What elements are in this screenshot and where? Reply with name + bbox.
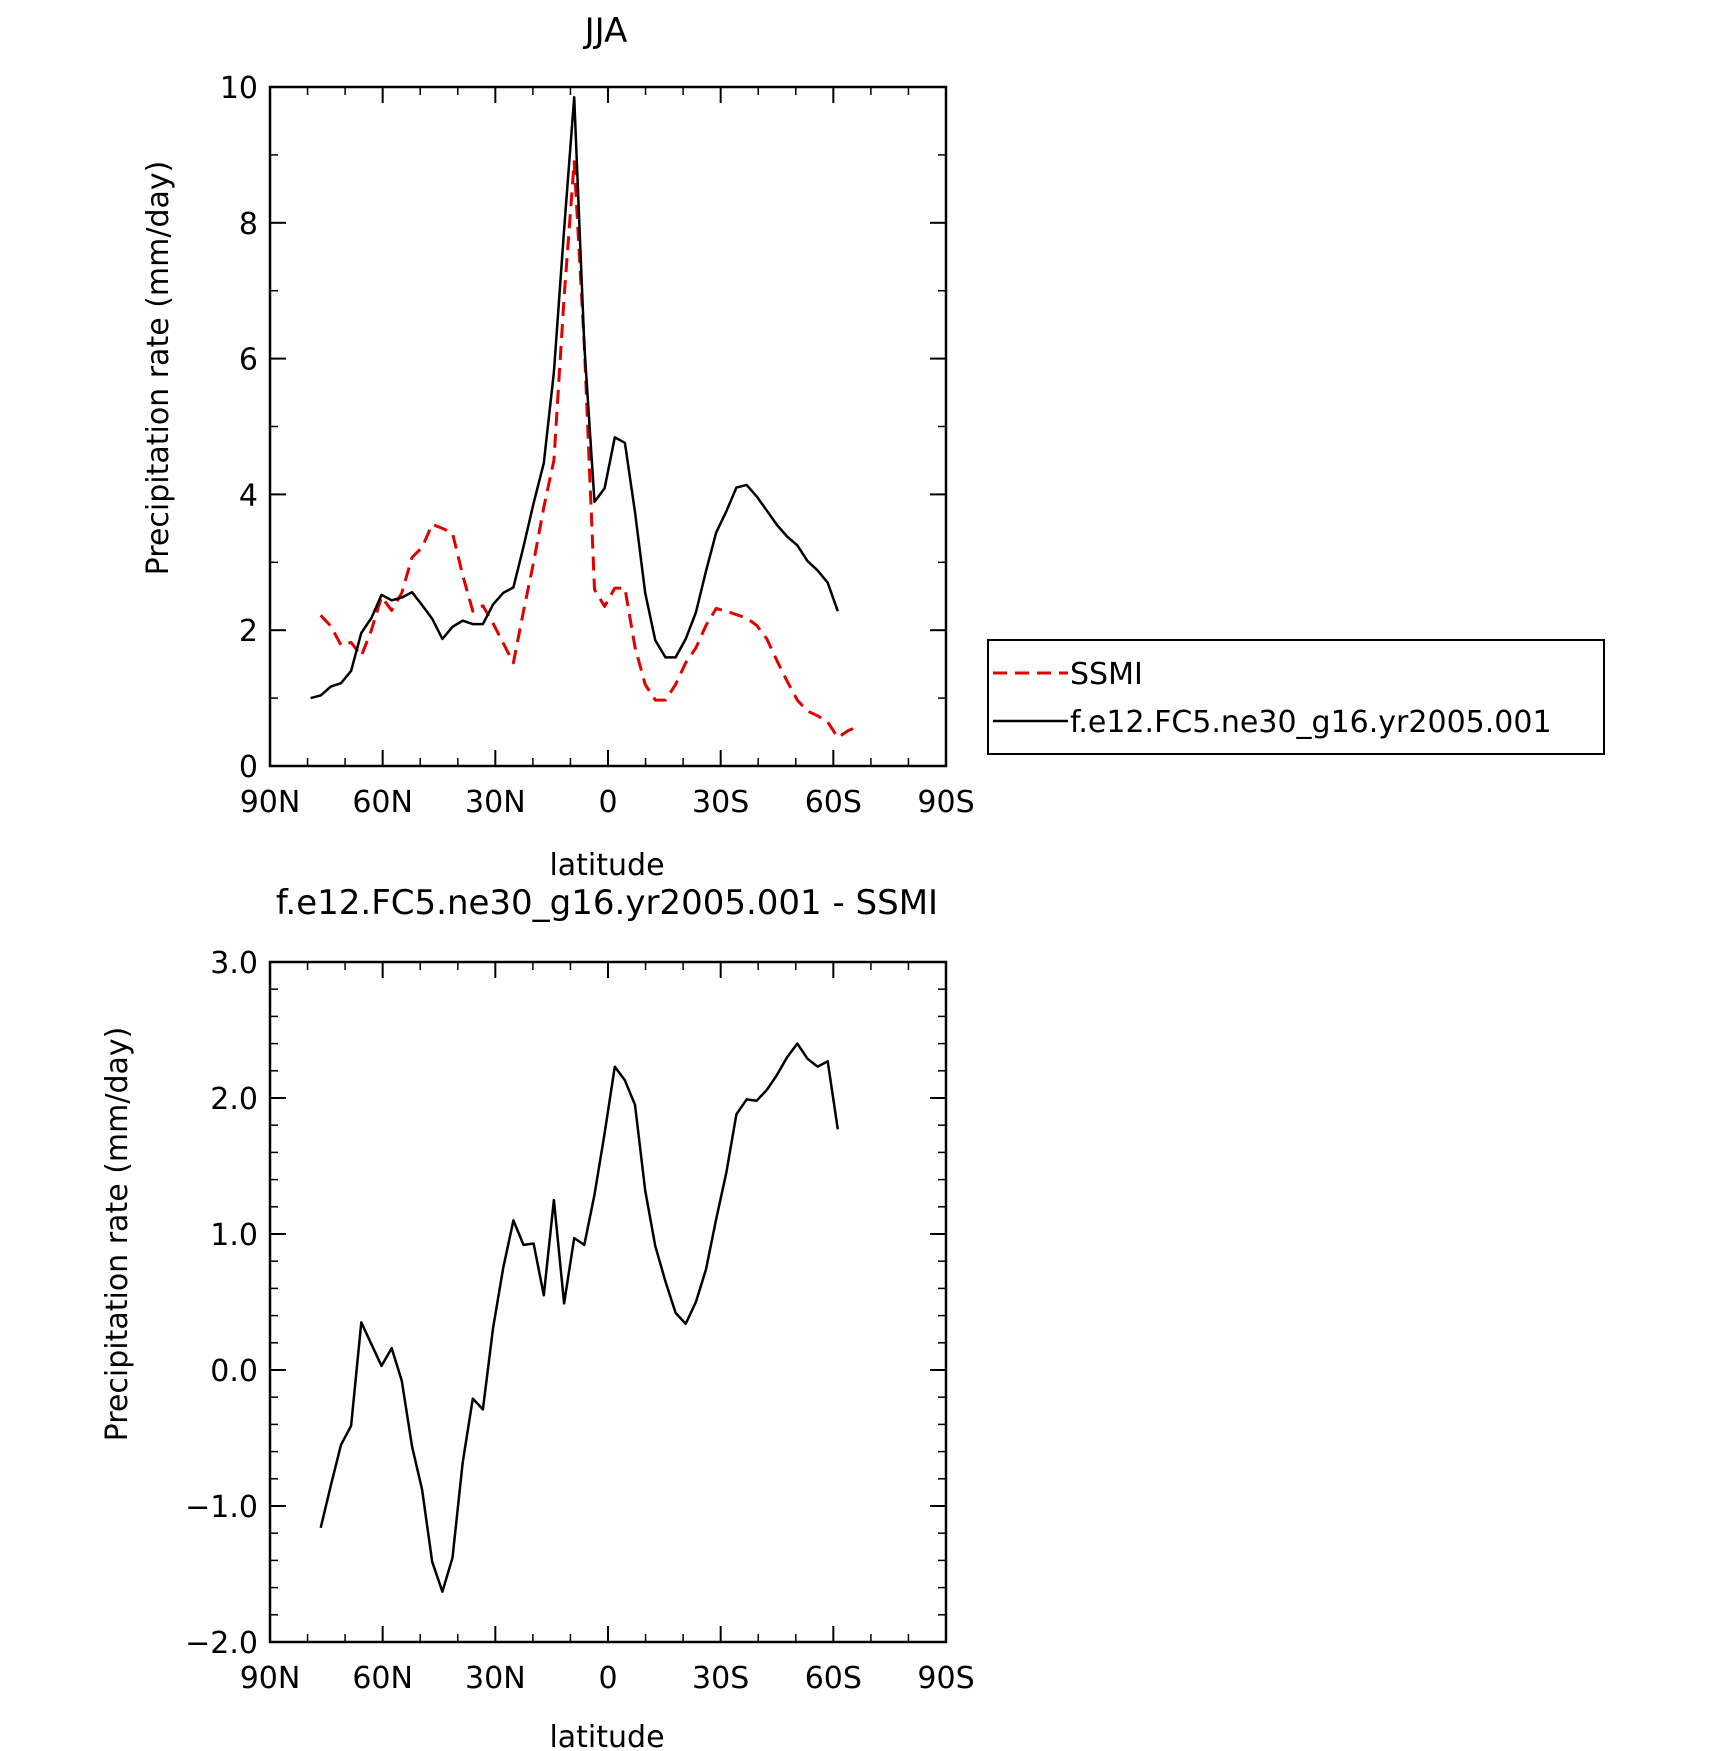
y-tick-label: 1.0 (210, 1218, 258, 1253)
y-tick-label: 10 (220, 71, 258, 106)
x-tick-label: 90N (240, 785, 301, 820)
panel-difference: f.e12.FC5.ne30_g16.yr2005.001 - SSMI Pre… (100, 883, 975, 1751)
x-tick-label: 60S (805, 1661, 862, 1696)
x-tick-label: 90N (240, 1661, 301, 1696)
y-axis-label: Precipitation rate (mm/day) (141, 161, 176, 576)
y-tick-label: 2 (239, 614, 258, 649)
y-tick-label: 3.0 (210, 946, 258, 981)
y-tick-label: 0.0 (210, 1354, 258, 1389)
x-tick-label: 60N (352, 1661, 413, 1696)
x-tick-label: 30S (692, 1661, 749, 1696)
y-tick-label: −2.0 (185, 1626, 258, 1661)
panel-mean-jja: JJA Precipitation rate (mm/day) latitude… (141, 11, 1605, 883)
plot-frame (268, 960, 948, 1644)
y-tick-label: 6 (239, 343, 258, 378)
chart-title: f.e12.FC5.ne30_g16.yr2005.001 - SSMI (276, 883, 938, 923)
axes: 90N 60N 30N 0 30S 60S 90S −2.0 −1.0 0.0 1.0 2.0 3.0 (185, 946, 974, 1696)
y-tick-label: 4 (239, 478, 258, 513)
series-layer (310, 95, 859, 739)
legend-label-ssmi: SSMI (1070, 657, 1143, 692)
x-tick-label: 30N (465, 1661, 526, 1696)
y-tick-label: 2.0 (210, 1082, 258, 1117)
x-tick-label: 60S (805, 785, 862, 820)
legend-label-model: f.e12.FC5.ne30_g16.yr2005.001 (1070, 705, 1552, 740)
x-tick-label: 30N (465, 785, 526, 820)
x-axis-label: latitude (549, 1720, 664, 1751)
y-axis-label: Precipitation rate (mm/day) (100, 1027, 135, 1442)
x-tick-label: 60N (352, 785, 413, 820)
x-tick-label: 90S (917, 785, 974, 820)
series-line-0 (319, 160, 859, 739)
plot-frame (268, 85, 948, 768)
series-line-0 (319, 1042, 840, 1593)
y-tick-label: 0 (239, 750, 258, 785)
legend: SSMI f.e12.FC5.ne30_g16.yr2005.001 (987, 639, 1605, 755)
x-tick-label: 0 (598, 1661, 617, 1696)
x-tick-label: 90S (917, 1661, 974, 1696)
x-tick-label: 0 (598, 785, 617, 820)
y-tick-label: −1.0 (185, 1490, 258, 1525)
x-tick-label: 30S (692, 785, 749, 820)
x-axis-label: latitude (549, 848, 664, 883)
y-tick-label: 8 (239, 207, 258, 242)
y-axis-label-wrap: Precipitation rate (mm/day) (141, 161, 176, 576)
axes: 90N 60N 30N 0 30S 60S 90S 0 2 4 6 8 10 (220, 71, 975, 820)
series-line-1 (310, 95, 839, 700)
chart-title: JJA (583, 11, 628, 51)
legend-box (987, 639, 1605, 755)
y-axis-label-wrap: Precipitation rate (mm/day) (100, 1027, 135, 1442)
series-layer (319, 1042, 840, 1593)
